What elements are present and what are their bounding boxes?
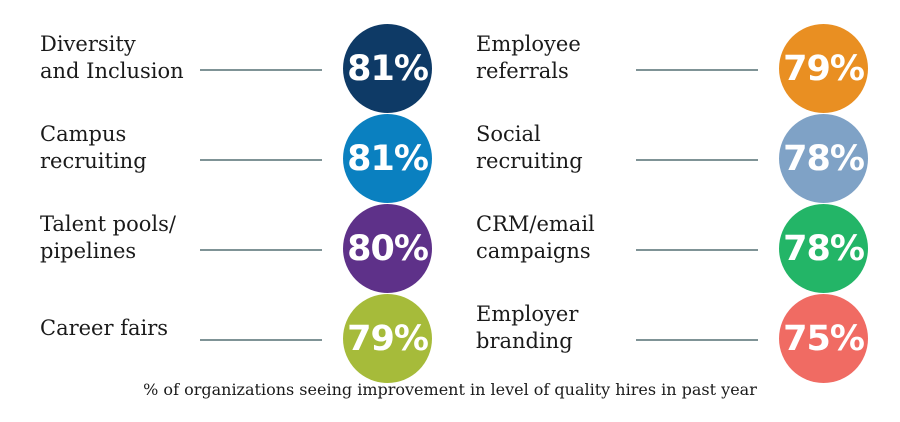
stat-item: Career fairs 79% bbox=[40, 283, 480, 383]
stat-bubble: 81% bbox=[343, 24, 432, 113]
stat-item: CRM/email campaigns 78% bbox=[476, 193, 900, 293]
stat-bubble: 78% bbox=[779, 114, 868, 203]
stat-bubble: 79% bbox=[779, 24, 868, 113]
stat-item: Diversity and Inclusion 81% bbox=[40, 13, 480, 113]
stat-bubble: 78% bbox=[779, 204, 868, 293]
stat-bubble: 80% bbox=[343, 204, 432, 293]
stat-label: CRM/email campaigns bbox=[476, 212, 595, 263]
stat-label: Talent pools/ pipelines bbox=[40, 212, 176, 263]
leader-line bbox=[200, 249, 322, 251]
stat-label: Career fairs bbox=[40, 315, 169, 340]
leader-line bbox=[636, 339, 758, 341]
stat-item: Employee referrals 79% bbox=[476, 13, 900, 113]
leader-line bbox=[636, 249, 758, 251]
stat-label: Employer branding bbox=[476, 302, 579, 353]
stat-item: Talent pools/ pipelines 80% bbox=[40, 193, 480, 293]
chart-caption: % of organizations seeing improvement in… bbox=[143, 380, 757, 399]
stat-item: Campus recruiting 81% bbox=[40, 103, 480, 203]
leader-line bbox=[200, 339, 322, 341]
leader-line bbox=[200, 69, 322, 71]
stat-bubble: 81% bbox=[343, 114, 432, 203]
stat-item: Employer branding 75% bbox=[476, 283, 900, 383]
leader-line bbox=[636, 69, 758, 71]
stat-bubble: 75% bbox=[779, 294, 868, 383]
leader-line bbox=[636, 159, 758, 161]
stat-label: Diversity and Inclusion bbox=[40, 32, 184, 83]
stat-label: Social recruiting bbox=[476, 122, 583, 173]
stat-bubble: 79% bbox=[343, 294, 432, 383]
stat-label: Employee referrals bbox=[476, 32, 581, 83]
stat-item: Social recruiting 78% bbox=[476, 103, 900, 203]
leader-line bbox=[200, 159, 322, 161]
stat-label: Campus recruiting bbox=[40, 122, 147, 173]
